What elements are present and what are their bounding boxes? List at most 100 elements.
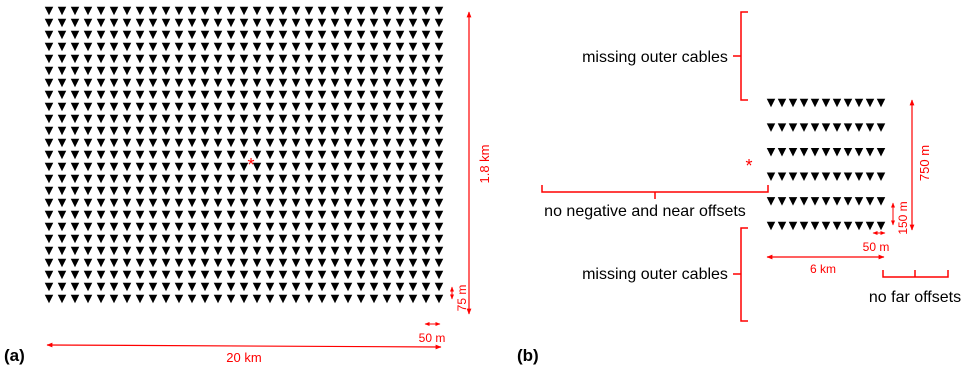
receiver-marker: [369, 54, 379, 64]
receiver-marker: [239, 138, 249, 148]
receiver-marker: [265, 6, 275, 16]
receiver-marker: [161, 186, 171, 196]
receiver-marker: [343, 30, 353, 40]
receiver-marker: [408, 294, 418, 304]
receiver-marker: [96, 294, 106, 304]
panel-a-width-label: 20 km: [226, 350, 261, 365]
receiver-marker: [291, 186, 301, 196]
receiver-marker: [278, 150, 288, 160]
receiver-marker: [44, 174, 54, 184]
receiver-marker: [369, 78, 379, 88]
receiver-marker: [135, 54, 145, 64]
receiver-marker: [109, 90, 119, 100]
receiver-marker: [395, 198, 405, 208]
receiver-marker: [122, 270, 132, 280]
receiver-marker: [395, 246, 405, 256]
receiver-marker: [96, 210, 106, 220]
receiver-marker: [96, 234, 106, 244]
receiver-marker: [265, 126, 275, 136]
receiver-marker: [304, 114, 314, 124]
receiver-marker: [109, 6, 119, 16]
receiver-marker: [434, 66, 444, 76]
receiver-marker: [434, 174, 444, 184]
receiver-marker: [304, 30, 314, 40]
receiver-marker: [109, 126, 119, 136]
receiver-marker: [356, 126, 366, 136]
receiver-marker: [44, 66, 54, 76]
panel-a-col-spacing-label: 50 m: [419, 331, 446, 345]
receiver-marker: [356, 6, 366, 16]
receiver-marker: [187, 246, 197, 256]
panel-b-no-near-bracket: [541, 185, 769, 199]
receiver-marker: [421, 282, 431, 292]
receiver-marker: [408, 90, 418, 100]
receiver-marker: [187, 30, 197, 40]
receiver-marker: [395, 18, 405, 28]
receiver-marker: [843, 98, 853, 108]
receiver-marker: [252, 234, 262, 244]
receiver-marker: [57, 54, 67, 64]
panel-a-label: (a): [4, 346, 25, 365]
receiver-marker: [265, 138, 275, 148]
receiver-marker: [408, 126, 418, 136]
receiver-marker: [200, 6, 210, 16]
receiver-marker: [395, 66, 405, 76]
receiver-marker: [291, 6, 301, 16]
receiver-marker: [135, 234, 145, 244]
receiver-marker: [213, 294, 223, 304]
receiver-marker: [174, 246, 184, 256]
receiver-marker: [434, 186, 444, 196]
receiver-marker: [356, 150, 366, 160]
receiver-marker: [57, 150, 67, 160]
receiver-marker: [70, 198, 80, 208]
receiver-marker: [265, 54, 275, 64]
receiver-marker: [356, 246, 366, 256]
receiver-marker: [109, 174, 119, 184]
receiver-marker: [239, 174, 249, 184]
receiver-marker: [317, 66, 327, 76]
receiver-marker: [265, 294, 275, 304]
receiver-marker: [109, 42, 119, 52]
receiver-marker: [109, 102, 119, 112]
receiver-marker: [70, 270, 80, 280]
receiver-marker: [304, 186, 314, 196]
receiver-marker: [317, 162, 327, 172]
receiver-marker: [239, 270, 249, 280]
panel-b-cable-length-label: 6 km: [810, 262, 836, 276]
receiver-marker: [278, 282, 288, 292]
receiver-marker: [382, 102, 392, 112]
receiver-marker: [330, 258, 340, 268]
receiver-marker: [57, 18, 67, 28]
receiver-marker: [96, 270, 106, 280]
receiver-marker: [187, 294, 197, 304]
receiver-marker: [83, 258, 93, 268]
receiver-marker: [213, 198, 223, 208]
receiver-marker: [239, 54, 249, 64]
receiver-marker: [278, 90, 288, 100]
receiver-marker: [226, 42, 236, 52]
receiver-marker: [766, 147, 776, 157]
receiver-marker: [278, 78, 288, 88]
receiver-marker: [421, 210, 431, 220]
receiver-marker: [278, 126, 288, 136]
receiver-marker: [44, 42, 54, 52]
receiver-marker: [83, 234, 93, 244]
receiver-marker: [356, 294, 366, 304]
receiver-marker: [200, 102, 210, 112]
receiver-marker: [265, 258, 275, 268]
receiver-marker: [161, 294, 171, 304]
receiver-marker: [408, 234, 418, 244]
receiver-marker: [200, 78, 210, 88]
receiver-marker: [83, 18, 93, 28]
receiver-marker: [777, 147, 787, 157]
receiver-marker: [434, 246, 444, 256]
receiver-marker: [356, 42, 366, 52]
receiver-marker: [96, 198, 106, 208]
receiver-marker: [174, 30, 184, 40]
receiver-marker: [330, 126, 340, 136]
receiver-marker: [766, 123, 776, 132]
receiver-marker: [330, 102, 340, 112]
receiver-marker: [343, 234, 353, 244]
receiver-marker: [200, 66, 210, 76]
receiver-marker: [304, 54, 314, 64]
